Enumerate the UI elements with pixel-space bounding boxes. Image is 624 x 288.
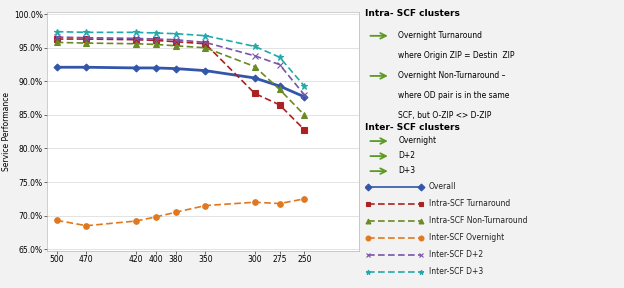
Text: where Origin ZIP = Destin  ZIP: where Origin ZIP = Destin ZIP [398, 51, 515, 60]
Text: D+2: D+2 [398, 151, 416, 160]
Text: Intra-SCF Turnaround: Intra-SCF Turnaround [429, 199, 510, 208]
Text: Intra- SCF clusters: Intra- SCF clusters [365, 9, 460, 18]
Text: Overnight Non-Turnaround –: Overnight Non-Turnaround – [398, 71, 506, 80]
Text: Inter-SCF D+2: Inter-SCF D+2 [429, 250, 483, 259]
Text: Inter- SCF clusters: Inter- SCF clusters [365, 123, 460, 132]
Text: Inter-SCF Overnight: Inter-SCF Overnight [429, 233, 504, 242]
Text: Intra-SCF Non-Turnaround: Intra-SCF Non-Turnaround [429, 216, 527, 225]
Text: Overall: Overall [429, 182, 457, 191]
Text: Overnight Turnaround: Overnight Turnaround [398, 31, 482, 40]
Text: Inter-SCF D+3: Inter-SCF D+3 [429, 267, 483, 276]
Text: SCF, but O-ZIP <> D-ZIP: SCF, but O-ZIP <> D-ZIP [398, 111, 492, 120]
Text: Overnight: Overnight [398, 136, 436, 145]
Text: D+3: D+3 [398, 166, 416, 175]
Y-axis label: Service Performance: Service Performance [2, 92, 11, 170]
Text: where OD pair is in the same: where OD pair is in the same [398, 91, 510, 100]
